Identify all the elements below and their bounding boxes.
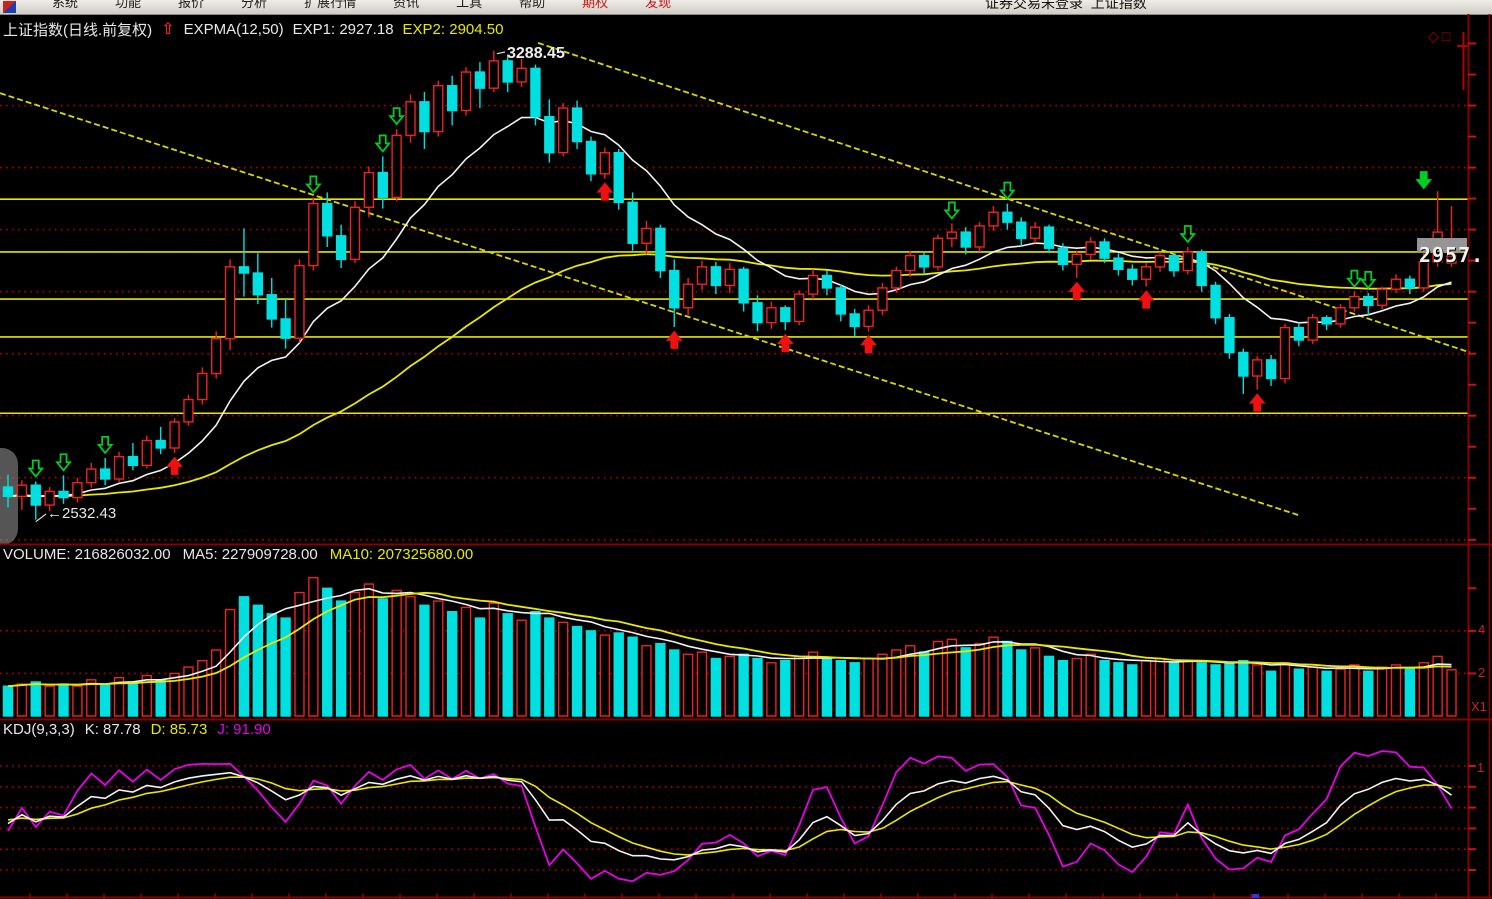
zoom-level-label[interactable]: X1 [1471,699,1487,714]
menu-item-9[interactable]: 期权 [582,0,609,10]
exp2-value: EXP2: 2904.50 [402,21,504,38]
volume-axis-label-2: 2 [1478,665,1486,680]
menu-item-3[interactable]: 报价 [178,0,205,10]
volume-value[interactable]: VOLUME: 216826032.00 [3,546,171,563]
pane-frame-layer [0,14,1492,899]
last-price-tag: 2957. [1419,243,1485,267]
low-price-callout: ←2532.43 [47,505,117,522]
login-status-text: 证券交易未登录 上证指数 [985,0,1147,11]
diamond-icon[interactable]: ◇ [1428,28,1439,44]
candles-layer[interactable] [2,50,1457,520]
kdj-k-value: K: 87.78 [84,721,141,738]
support-lines-layer [0,198,1468,415]
volume-axis-label-4: 4 [1478,622,1486,637]
buy-signals-layer [166,182,1266,475]
menu-item-2[interactable]: 功能 [115,0,142,10]
kdj-j-value: J: 91.90 [217,721,271,738]
exp1-value: EXP1: 2927.18 [292,21,394,38]
kdj-grid-layer [0,765,1468,871]
last-price-tag-box [1417,238,1467,252]
kdj-indicator-row: KDJ(9,3,3) K: 87.78 D: 85.73 J: 91.90 [3,721,271,738]
volume-bars-layer[interactable] [2,576,1457,717]
menu-item-5[interactable]: 扩展行情 [304,0,357,10]
volume-ma-layer [7,587,1452,688]
menu-items: 系统 功能 报价 分析 扩展行情 资讯 工具 帮助 期权 发现 [52,0,671,13]
volume-ma5-value: MA5: 227909728.00 [182,546,318,563]
kdj-name[interactable]: KDJ(9,3,3) [3,721,75,738]
pane-window-controls: ◇ □ [1428,28,1450,45]
high-price-callout: 3288.45 [507,45,565,62]
volume-ma10-value: MA10: 207325680.00 [329,546,474,563]
kdj-d-value: D: 85.73 [150,721,208,738]
sell-signals-layer [27,107,1433,478]
menu-bar: 系统 功能 报价 分析 扩展行情 资讯 工具 帮助 期权 发现 证券交易未登录 上证指数 [0,0,1492,15]
indicator-name[interactable]: EXPMA(12,50) [183,21,284,38]
trendlines-layer [0,42,1471,517]
volume-indicator-row: VOLUME: 216826032.00 MA5: 227909728.00 M… [3,546,473,563]
menu-item-8[interactable]: 帮助 [519,0,546,10]
menu-item-6[interactable]: 资讯 [393,0,420,10]
symbol-title: 上证指数(日线.前复权) [3,22,153,39]
main-chart-title-row: 上证指数(日线.前复权) ⇧ EXPMA(12,50) EXP1: 2927.1… [3,19,503,40]
callout-pointers-layer [35,51,506,523]
menu-item-1[interactable]: 系统 [52,0,79,10]
restore-box-icon[interactable]: □ [1441,28,1451,44]
menu-item-7[interactable]: 工具 [456,0,483,10]
menu-item-10[interactable]: 发现 [645,0,672,10]
price-grid-layer [0,104,1468,541]
app-logo-icon[interactable] [3,1,16,13]
signal-up-arrow-icon: ⇧ [161,20,175,38]
kdj-axis-label-100: 1 [1477,760,1485,775]
kdj-lines-layer[interactable] [7,750,1453,883]
expma-lines-layer [7,116,1452,498]
menu-item-4[interactable]: 分析 [241,0,268,10]
